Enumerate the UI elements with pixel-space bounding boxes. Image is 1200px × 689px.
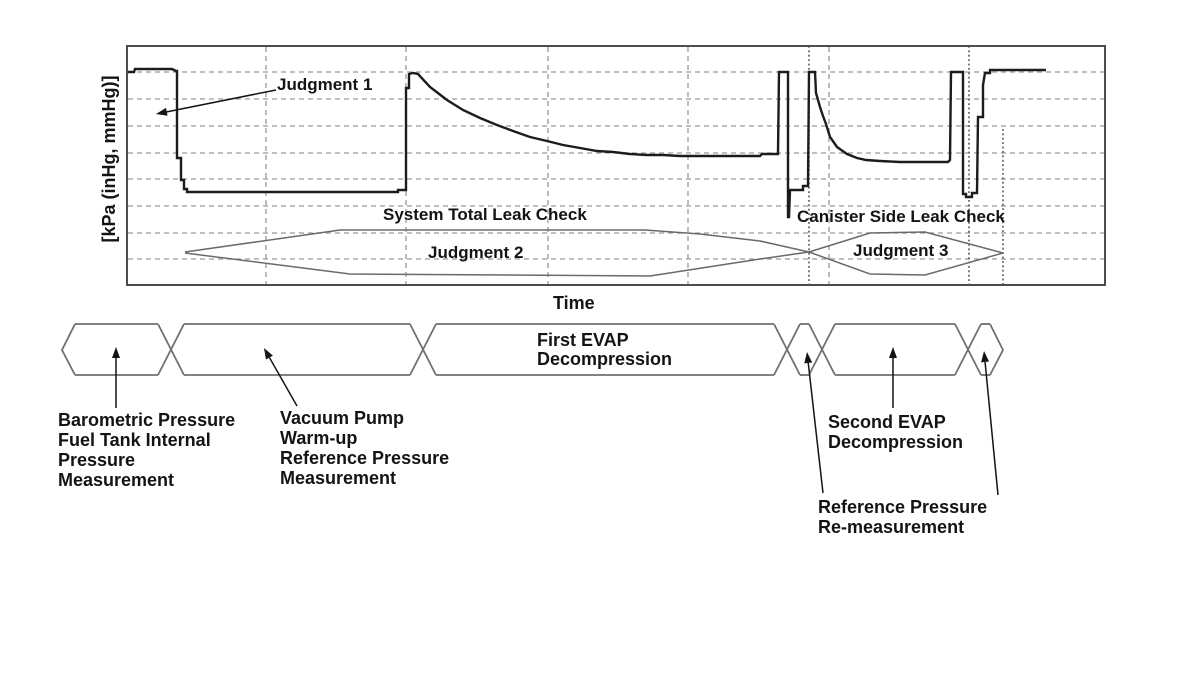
second-evap-decompression — [835, 323, 955, 376]
reference-pressure-remeasurement-label: Reference Pressure Re-measurement — [818, 497, 988, 537]
system-total-leak-check-label: System Total Leak Check — [383, 205, 587, 224]
x-axis-label: Time — [553, 293, 595, 313]
phase-bars — [60, 323, 1005, 376]
reference-pressure-re-measurement-1 — [800, 323, 809, 376]
judgment2-label: Judgment 2 — [428, 243, 524, 262]
judgment1-arrow — [156, 89, 277, 116]
barometric-pressure-label: Barometric Pressure Fuel Tank Internal P… — [58, 410, 236, 490]
judgment3-envelope-top — [808, 231, 1004, 254]
judgment2-envelope-top — [184, 229, 810, 253]
reference-remeasure-arrow-2 — [981, 351, 999, 496]
plot-border — [126, 45, 1106, 286]
judgment1-label: Judgment 1 — [277, 75, 373, 94]
vacuum-arrow — [264, 348, 298, 407]
second-evap-arrow — [889, 347, 897, 408]
judgment3-label: Judgment 3 — [853, 241, 949, 260]
first-evap-decompression-label: First EVAP Decompression — [537, 330, 673, 369]
annotation-arrows — [112, 89, 999, 496]
judgment3-envelope-bottom — [808, 251, 1004, 276]
reference-remeasure-arrow-1 — [804, 352, 824, 494]
second-evap-decompression-label: Second EVAP Decompression — [828, 412, 964, 452]
judgment2-envelope-bottom — [184, 251, 810, 277]
reference-pressure-re-measurement-2 — [981, 323, 990, 376]
fuel-tank-pressure-trace — [128, 67, 1046, 219]
barometric-arrow — [112, 347, 120, 408]
grid — [128, 46, 1104, 285]
vacuum-pump-warmup-reference-pressure-measurement — [184, 323, 410, 376]
y-axis-label: [kPa (inHg, mmHg)] — [99, 75, 119, 243]
canister-side-leak-check-label: Canister Side Leak Check — [797, 207, 1005, 226]
first-evap-decompression — [436, 323, 774, 376]
vacuum-pump-warmup-label: Vacuum Pump Warm-up Reference Pressure M… — [280, 408, 450, 488]
